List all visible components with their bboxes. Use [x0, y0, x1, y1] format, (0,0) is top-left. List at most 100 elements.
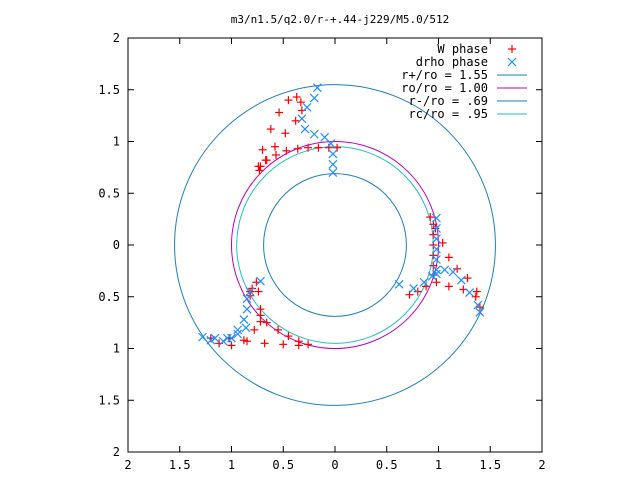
drho-phase-point [328, 168, 338, 177]
drho-phase-point [222, 333, 232, 343]
y-tick-label: 1 [113, 342, 120, 356]
y-tick-label: 1.5 [98, 393, 120, 407]
drho-phase-point [233, 325, 243, 335]
w-phase-point [413, 287, 422, 296]
w-phase-point [243, 337, 252, 346]
drho-phase-point [198, 332, 207, 342]
x-tick-label: 1 [228, 458, 235, 472]
x-tick-label: 2 [124, 458, 131, 472]
drho-phase-point [456, 275, 466, 285]
w-phase-point [444, 253, 453, 262]
legend-marker [507, 57, 517, 67]
w-phase-point [431, 224, 440, 233]
drho-phase-point [245, 287, 255, 296]
w-phase-point [262, 318, 271, 327]
drho-phase-point [300, 124, 310, 134]
drho-phase-point [302, 102, 312, 112]
w-phase-point [266, 125, 275, 134]
x-tick-label: 0.5 [376, 458, 398, 472]
drho-phase-point [440, 265, 450, 275]
drho-phase-point [448, 267, 458, 277]
y-tick-label: 1 [113, 135, 120, 149]
y-tick-label: 0 [113, 238, 120, 252]
drho-phase-point [328, 149, 338, 159]
drho-phase-point [206, 335, 216, 345]
drho-phase-point [326, 139, 336, 148]
chart-title: m3/n1.5/q2.0/r-+.44-j229/M5.0/512 [231, 13, 450, 26]
w-phase-point [314, 143, 323, 152]
drho-phase-point [475, 307, 485, 317]
w-phase-point [284, 332, 293, 341]
w-phase-point [279, 340, 288, 349]
drho-phase-point [227, 333, 236, 343]
w-phase-point [270, 142, 279, 151]
w-phase-point [453, 264, 462, 273]
drho-phase-point [233, 329, 243, 339]
w-phase-point [255, 166, 264, 175]
w-phase-point [293, 144, 302, 153]
y-tick-label: 0.5 [98, 290, 120, 304]
w-phase-point [258, 145, 267, 154]
w-phase-point [250, 325, 259, 334]
y-tick-labels: 2 1.5 1 0.5 0 0.5 1 1.5 2 [98, 31, 120, 459]
drho-phase-point [241, 323, 251, 333]
reference-circle [236, 146, 434, 344]
w-phase-point [275, 108, 284, 117]
drho-phase-point [419, 277, 429, 287]
w-phase-point [282, 146, 291, 155]
legend-label: r+/ro = 1.55 [401, 68, 488, 82]
w-phase-point [292, 92, 301, 101]
x-tick-label: 1 [435, 458, 442, 472]
legend-label: rc/ro = .95 [409, 107, 488, 121]
drho-phase-point [242, 304, 252, 314]
w-phase-point [227, 341, 236, 350]
w-phase-point [256, 162, 265, 171]
w-phase-point [254, 287, 263, 296]
drho-phase-point [218, 336, 228, 346]
w-phase-point [296, 98, 305, 107]
x-tick-label: 0 [331, 458, 338, 472]
w-phase-point [284, 96, 293, 105]
legend-label: drho phase [416, 55, 488, 69]
w-phase-point [294, 337, 303, 346]
y-tick-label: 2 [113, 31, 120, 45]
drho-phase-point [473, 300, 483, 310]
legend-label: r-/ro = .69 [409, 94, 488, 108]
drho-phase-point [432, 234, 441, 244]
legend-marker [508, 45, 516, 53]
drho-phase-point [210, 333, 220, 343]
drho-phase-point [239, 315, 249, 324]
reference-circle [231, 141, 439, 349]
w-phase-point [281, 129, 290, 138]
drho-phase-point [432, 269, 441, 279]
drho-phase-point [256, 276, 265, 286]
x-tick-label: 1.5 [169, 458, 191, 472]
axis-ticks [127, 37, 543, 453]
w-phase-point [472, 287, 481, 296]
y-tick-label: 1.5 [98, 83, 120, 97]
reference-circles [174, 84, 496, 406]
w-phase-point [272, 150, 281, 159]
w-phase-point [274, 325, 283, 334]
drho-phase-point [394, 279, 404, 289]
drho-phase-point [409, 284, 419, 293]
drho-phase-point [242, 294, 252, 304]
w-phase-point [262, 156, 271, 165]
w-phase-point [444, 282, 453, 291]
legend-label: ro/ro = 1.00 [401, 81, 488, 95]
w-phase-point [463, 274, 472, 283]
drho-phase-point [432, 224, 441, 233]
w-phase-point [426, 213, 435, 222]
legend-label: W phase [437, 42, 488, 56]
x-tick-labels: 2 1.5 1 0.5 0 0.5 1 1.5 2 [124, 458, 545, 472]
drho-phase-point [328, 159, 338, 169]
w-phase-point [256, 311, 265, 320]
y-tick-label: 2 [113, 445, 120, 459]
drho-phase-point [427, 271, 437, 281]
w-phase-point [304, 143, 313, 152]
reference-circle [263, 173, 407, 317]
drho-phase-point [432, 265, 441, 275]
phase-points [198, 83, 485, 350]
